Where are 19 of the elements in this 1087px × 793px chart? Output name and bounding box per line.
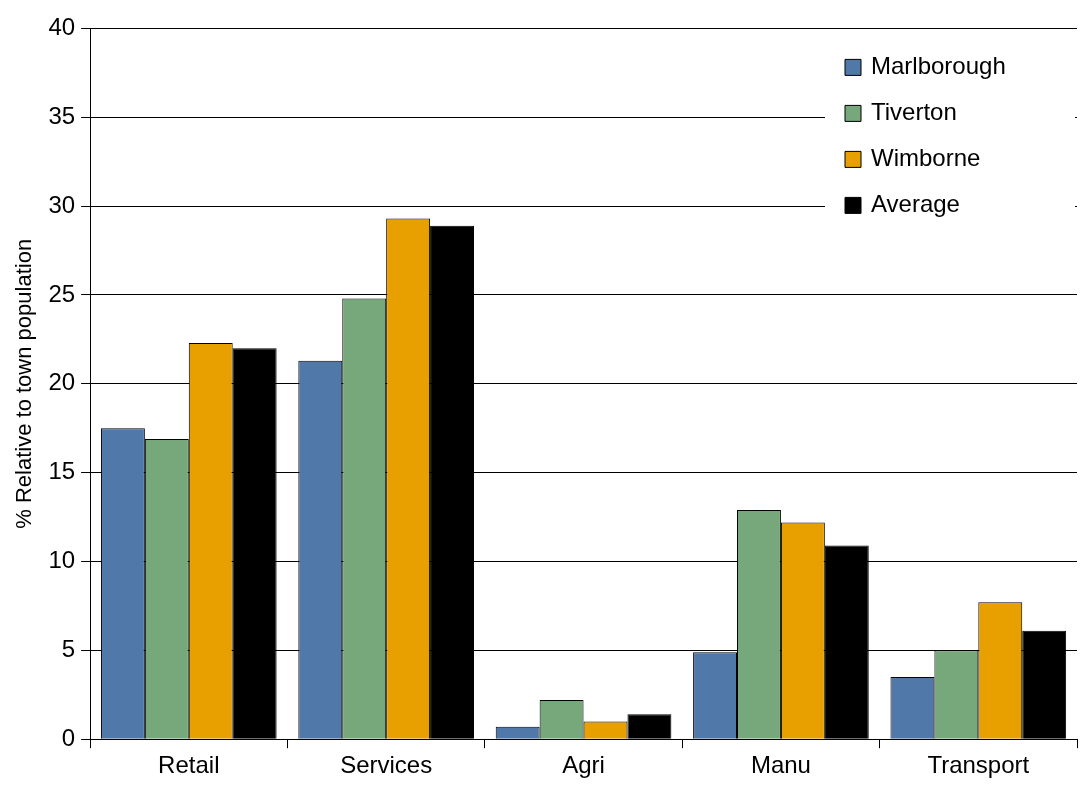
x-tick-label: Agri bbox=[562, 751, 605, 779]
y-tick-label: 15 bbox=[48, 457, 76, 485]
y-tick-label: 20 bbox=[48, 368, 76, 396]
y-tick-label: 35 bbox=[48, 101, 76, 129]
x-tick-label: Retail bbox=[158, 751, 220, 779]
y-tick-label: 5 bbox=[61, 634, 76, 662]
legend-label: Marlborough bbox=[871, 52, 1006, 80]
y-tick-label: 30 bbox=[48, 190, 76, 218]
y-tick-label: 0 bbox=[61, 723, 76, 751]
legend-label: Average bbox=[871, 190, 960, 218]
x-tick-label: Transport bbox=[927, 751, 1030, 779]
y-tick-label: 40 bbox=[48, 13, 76, 41]
legend-label: Tiverton bbox=[871, 98, 957, 126]
y-tick-label: 10 bbox=[48, 546, 76, 574]
legend-label: Wimborne bbox=[871, 144, 981, 172]
x-tick-label: Manu bbox=[750, 751, 811, 779]
y-axis-title: % Relative to town population bbox=[11, 238, 37, 529]
y-tick-label: 25 bbox=[48, 279, 76, 307]
x-tick-label: Services bbox=[340, 751, 433, 779]
